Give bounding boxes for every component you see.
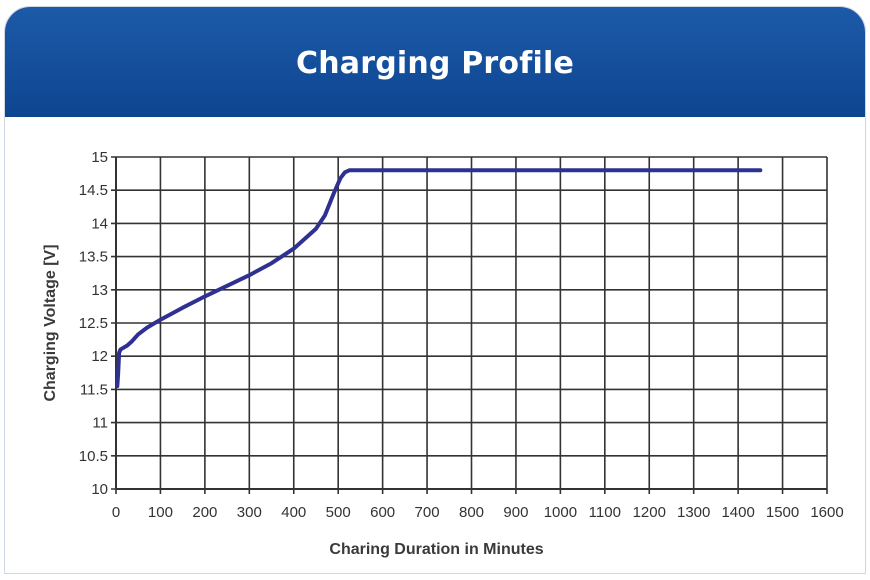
x-tick-label: 1300 — [677, 504, 710, 521]
charging-voltage-line — [115, 168, 763, 389]
x-tick-label: 200 — [192, 504, 217, 521]
y-tick-label: 14.5 — [79, 182, 108, 199]
y-tick-label: 13.5 — [79, 249, 108, 266]
x-tick-label: 1500 — [766, 504, 799, 521]
x-axis-title: Charing Duration in Minutes — [329, 541, 543, 558]
x-tick-label: 900 — [503, 504, 528, 521]
y-tick-label: 12.5 — [79, 315, 108, 332]
x-tick-label: 1000 — [544, 504, 577, 521]
x-tick-label: 800 — [459, 504, 484, 521]
y-tick-label: 12 — [91, 348, 108, 365]
y-tick-label: 14 — [91, 215, 108, 232]
y-tick-label: 11 — [92, 415, 108, 432]
y-axis-title: Charging Voltage [V] — [42, 244, 59, 401]
x-tick-label: 1100 — [589, 504, 621, 521]
y-tick-label: 15 — [91, 149, 108, 166]
y-tick-label: 11.5 — [80, 381, 108, 398]
x-tick-label: 700 — [415, 504, 440, 521]
x-tick-label: 0 — [112, 504, 120, 521]
x-tick-label: 400 — [281, 504, 306, 521]
x-tick-label: 100 — [148, 504, 173, 521]
chart-header: Charging Profile — [5, 7, 865, 117]
x-tick-label: 1200 — [633, 504, 666, 521]
chart-title: Charging Profile — [295, 45, 574, 81]
y-tick-label: 10 — [91, 481, 108, 498]
x-tick-label: 1600 — [810, 504, 843, 521]
x-tick-label: 600 — [370, 504, 395, 521]
y-tick-label: 13 — [91, 282, 108, 299]
x-tick-label: 500 — [326, 504, 351, 521]
x-tick-label: 300 — [237, 504, 262, 521]
y-tick-label: 10.5 — [79, 448, 108, 465]
x-tick-label: 1400 — [721, 504, 754, 521]
